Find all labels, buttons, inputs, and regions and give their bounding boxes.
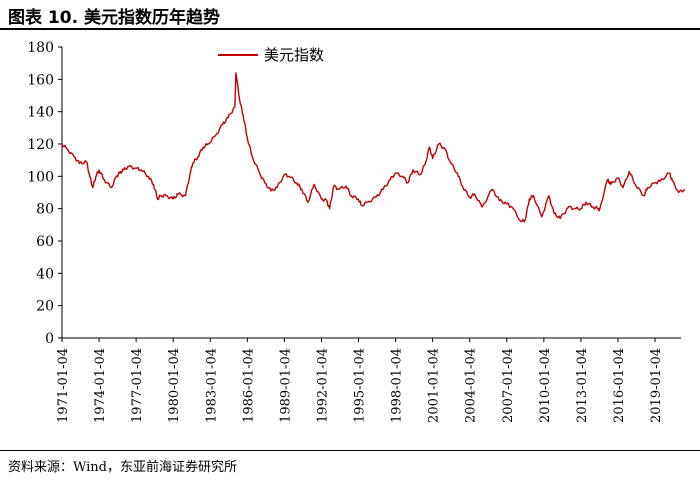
x-tick-label: 1974-01-04 [93, 348, 108, 423]
x-tick-label: 1995-01-04 [353, 348, 368, 423]
series-line-0 [61, 72, 686, 223]
series-layer [61, 72, 686, 223]
legend-label-series-0: 美元指数 [264, 46, 324, 64]
y-tick-label: 40 [36, 266, 54, 282]
x-tick-label: 2016-01-04 [612, 348, 627, 423]
x-tick-label: 2013-01-04 [575, 348, 590, 423]
x-tick-label: 1977-01-04 [130, 348, 145, 423]
source-rule [0, 450, 700, 451]
x-tick-labels: 1971-01-04 1974-01-04 1977-01-04 1980-01-04… [56, 348, 664, 423]
y-tick-label: 60 [36, 234, 54, 250]
x-tick-label: 1983-01-04 [204, 348, 219, 423]
x-tick-label: 1998-01-04 [390, 348, 405, 423]
y-tick-label: 20 [36, 299, 54, 315]
x-tick-label: 2010-01-04 [538, 348, 553, 423]
y-tick-label: 0 [45, 331, 54, 347]
x-tick-label: 1992-01-04 [315, 348, 330, 423]
x-tick-label: 2019-01-04 [649, 348, 664, 423]
axes [58, 46, 681, 342]
y-tick-label: 100 [27, 169, 54, 185]
y-tick-labels: 0 20 40 60 80 100 120 140 160 180 [27, 40, 54, 347]
x-tick-label: 1986-01-04 [241, 348, 256, 423]
source-note: 资料来源：Wind，东亚前海证券研究所 [8, 460, 237, 475]
x-tick-label: 2001-01-04 [427, 348, 442, 423]
title-rule [0, 28, 700, 30]
y-tick-label: 180 [27, 40, 54, 56]
y-tick-label: 140 [27, 105, 54, 121]
y-tick-label: 80 [36, 202, 54, 218]
line-chart: 0 20 40 60 80 100 120 140 160 180 1971-01-04 1974-… [27, 40, 686, 423]
legend: 美元指数 [218, 46, 324, 64]
figure-title: 图表 10. 美元指数历年趋势 [8, 8, 220, 28]
x-tick-label: 1989-01-04 [278, 348, 293, 423]
x-tick-label: 2004-01-04 [464, 348, 479, 423]
y-tick-label: 120 [27, 137, 54, 153]
y-tick-label: 160 [27, 72, 54, 88]
x-tick-label: 1980-01-04 [167, 348, 182, 423]
x-tick-label: 1971-01-04 [56, 348, 71, 423]
x-tick-label: 2007-01-04 [501, 348, 516, 423]
